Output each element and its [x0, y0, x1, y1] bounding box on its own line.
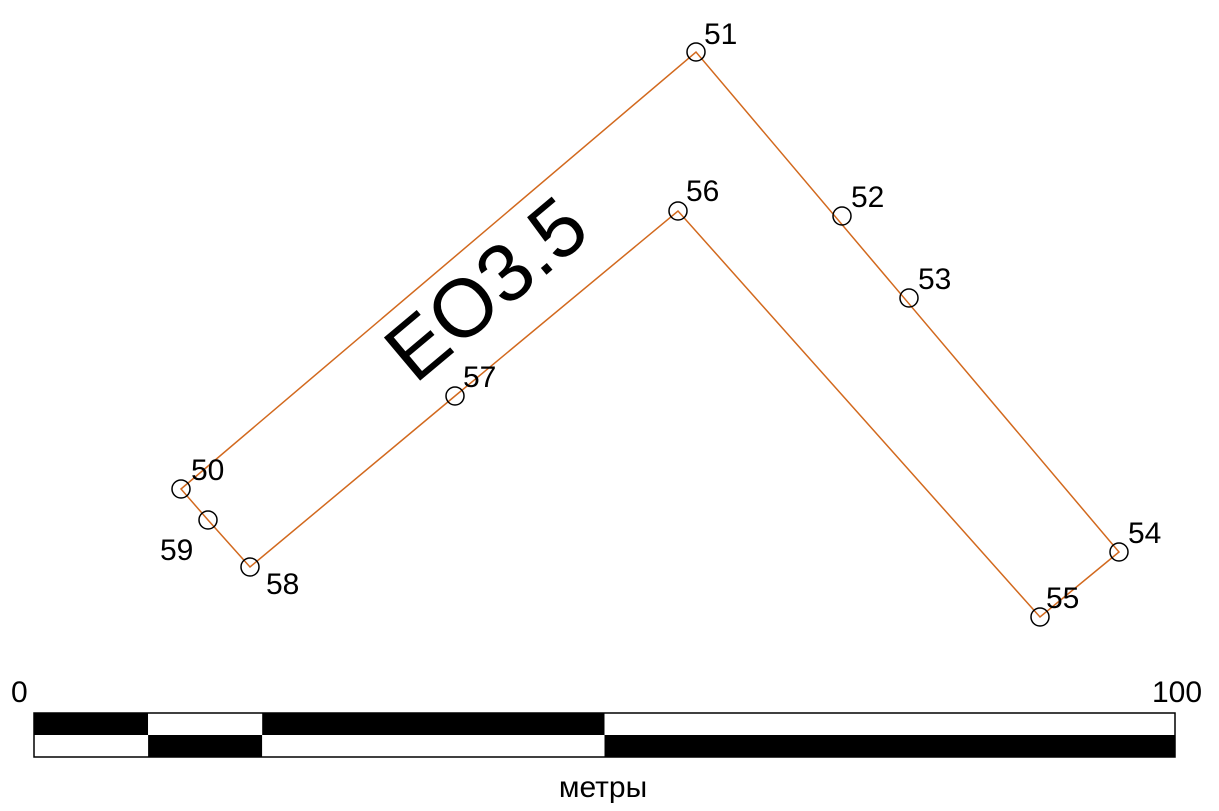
vertex-label-56: 56: [686, 175, 719, 208]
vertex-label-59: 59: [160, 534, 193, 567]
scale-bar-segment: [604, 735, 1175, 757]
vertex-marker-51: [686, 42, 706, 62]
vertex-marker-52: [832, 206, 852, 226]
boundary-vertices: [171, 42, 1129, 627]
vertex-labels: 50 51 52 53 54 55 56 57 58 59: [160, 18, 1161, 615]
vertex-label-57: 57: [463, 361, 496, 394]
vertex-label-53: 53: [918, 263, 951, 296]
vertex-marker-50: [171, 479, 191, 499]
vertex-marker-55: [1030, 607, 1050, 627]
scale-bar-segment: [262, 713, 605, 735]
scale-bar-segment: [34, 735, 149, 757]
vertex-label-55: 55: [1046, 582, 1079, 615]
scale-bar-end-label: 100: [1152, 676, 1202, 709]
vertex-marker-53: [899, 288, 919, 308]
vertex-label-52: 52: [851, 181, 884, 214]
vertex-label-54: 54: [1128, 517, 1161, 550]
vertex-marker-54: [1109, 542, 1129, 562]
vertex-label-51: 51: [704, 18, 737, 51]
scale-bar-unit-label: метры: [559, 771, 647, 804]
vertex-marker-58: [240, 557, 260, 577]
vertex-label-58: 58: [266, 568, 299, 601]
scale-bar-segment: [34, 713, 149, 735]
scale-bar-outline: [33, 712, 1176, 758]
scale-bar-segment: [148, 713, 263, 735]
vertex-marker-57: [445, 386, 465, 406]
scale-bar-segment: [148, 735, 263, 757]
scale-bar-segment: [604, 713, 1175, 735]
vertex-marker-56: [668, 201, 688, 221]
scale-bar: [33, 712, 1176, 758]
parcel-boundary: [179, 50, 1121, 619]
vertex-label-50: 50: [191, 454, 224, 487]
scale-bar-segment: [262, 735, 605, 757]
vertex-marker-59: [198, 510, 218, 530]
scale-bar-start-label: 0: [11, 676, 28, 709]
